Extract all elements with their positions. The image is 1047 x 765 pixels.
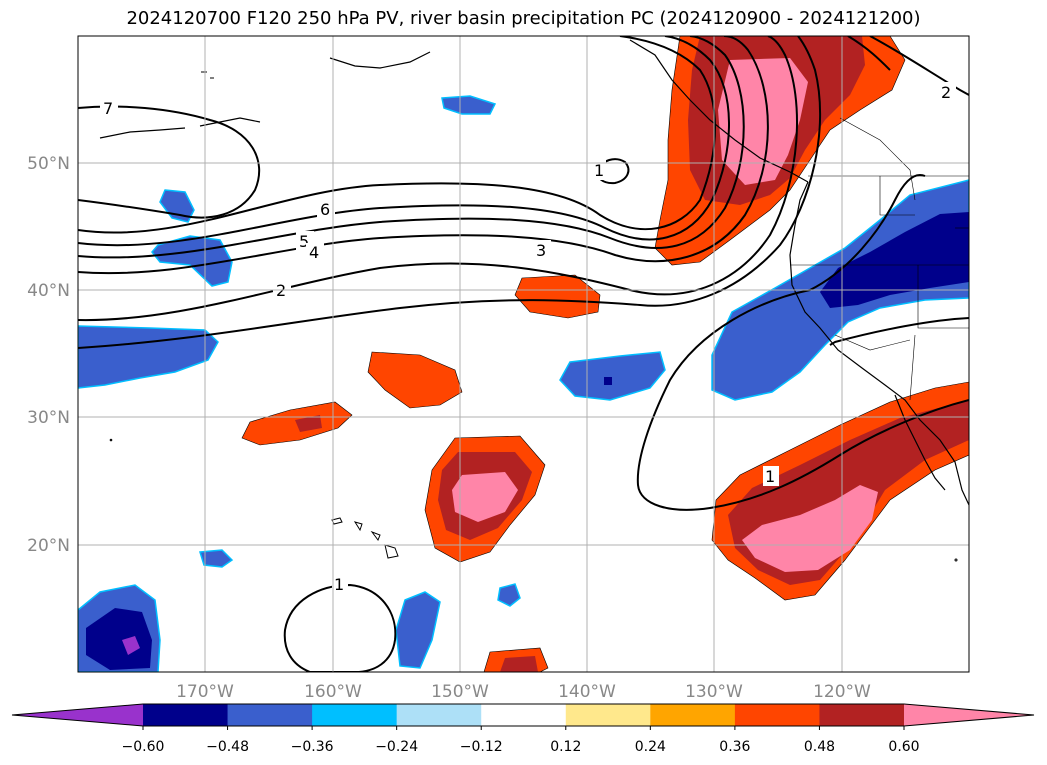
- lon-tick-label: 120°W: [813, 682, 871, 702]
- contour-label: 1: [334, 575, 344, 594]
- colorbar-tick-label: 0.12: [550, 739, 581, 755]
- state-borders: [790, 117, 969, 401]
- colorbar-segment: [565, 704, 651, 726]
- colorbar-tick-label: 0.60: [888, 739, 919, 755]
- lat-tick-label: 50°N: [27, 154, 70, 174]
- lat-tick-label: 40°N: [27, 281, 70, 301]
- lon-tick-label: 170°W: [176, 682, 234, 702]
- pv-contour-4: [78, 36, 745, 259]
- colorbar-segment: [396, 704, 482, 726]
- extreme-negative-region: [122, 636, 140, 655]
- coastlines: [99, 39, 969, 506]
- pv-contour-1: [847, 36, 891, 71]
- strong-negative-region: [86, 608, 152, 670]
- negative-anomaly-region: [497, 583, 521, 607]
- gridlines: [78, 36, 969, 672]
- positive-anomaly-region: [367, 351, 463, 409]
- colorbar-labels: −0.60 −0.48 −0.36 −0.24 −0.12 0.12 0.24 0.36 0.4…: [122, 726, 920, 755]
- negative-anomaly-region: [199, 549, 234, 568]
- contour-label: 4: [309, 243, 319, 262]
- lon-tick-label: 150°W: [431, 682, 489, 702]
- colorbar-segment: [819, 704, 905, 726]
- colorbar-tick-label: −0.60: [122, 739, 165, 755]
- colorbar-segment: [312, 704, 398, 726]
- negative-anomaly-region: [78, 325, 219, 389]
- strong-negative-region: [604, 377, 612, 385]
- contour-label: 6: [320, 200, 330, 219]
- strong-negative-region: [820, 212, 969, 308]
- islands: [109, 71, 958, 562]
- max-positive-region: [742, 485, 878, 572]
- colorbar-segment: [481, 704, 567, 726]
- colorbar-tick-label: 0.48: [804, 739, 835, 755]
- strong-positive-region: [295, 415, 322, 432]
- max-positive-region: [452, 472, 518, 522]
- map-area: 7 6 5 4 3 2 1 1 1 2: [78, 36, 969, 672]
- colorbar-tick-label: −0.36: [291, 739, 334, 755]
- colorbar: [11, 703, 1035, 727]
- pv-contour-labels: 7 6 5 4 3 2 1 1 1 2: [100, 82, 956, 594]
- colorbar-tick-label: −0.12: [460, 739, 503, 755]
- pv-contour-7: [78, 105, 261, 219]
- colorbar-tick-label: −0.24: [375, 739, 418, 755]
- map-frame: [77, 35, 970, 673]
- lon-tick-label: 140°W: [558, 682, 616, 702]
- lat-axis: 50°N 40°N 30°N 20°N: [27, 154, 70, 556]
- lon-tick-label: 130°W: [685, 682, 743, 702]
- chart-title: 2024120700 F120 250 hPa PV, river basin …: [126, 8, 921, 29]
- pv-contour-3: [78, 36, 769, 275]
- negative-anomaly-region: [159, 189, 195, 223]
- contour-label: 3: [536, 241, 546, 260]
- colorbar-tick-label: −0.48: [206, 739, 249, 755]
- contour-label: 5: [299, 232, 309, 251]
- lat-tick-label: 20°N: [27, 536, 70, 556]
- pv-contour-1-low: [636, 174, 969, 511]
- contour-label: 1: [594, 161, 604, 180]
- colorbar-segment: [650, 704, 736, 726]
- negative-anomaly-region: [559, 351, 666, 401]
- strong-positive-region: [500, 656, 538, 672]
- pv-contour-1: [829, 317, 969, 346]
- colorbar-tick-label: 0.36: [719, 739, 750, 755]
- contour-label: 2: [941, 83, 951, 102]
- pv-contour-2: [869, 36, 969, 96]
- negative-anomaly-region: [395, 591, 441, 669]
- colorbar-segment: [734, 704, 820, 726]
- contour-label: 1: [765, 467, 775, 486]
- pv-contour-1-closed: [283, 583, 397, 672]
- lat-tick-label: 30°N: [27, 408, 70, 428]
- pv-contour-6: [78, 36, 716, 234]
- colorbar-segment: [143, 704, 229, 726]
- colorbar-extend-min: [12, 704, 143, 726]
- pv-contour-1: [78, 36, 822, 349]
- colorbar-extend-max: [904, 704, 1034, 726]
- contour-label: 7: [103, 99, 113, 118]
- lon-axis: 170°W 160°W 150°W 140°W 130°W 120°W: [176, 682, 871, 702]
- lon-tick-label: 160°W: [304, 682, 362, 702]
- negative-anomaly-region: [441, 95, 497, 115]
- pv-contour-5: [78, 36, 730, 247]
- colorbar-segment: [227, 704, 313, 726]
- colorbar-tick-label: 0.24: [635, 739, 666, 755]
